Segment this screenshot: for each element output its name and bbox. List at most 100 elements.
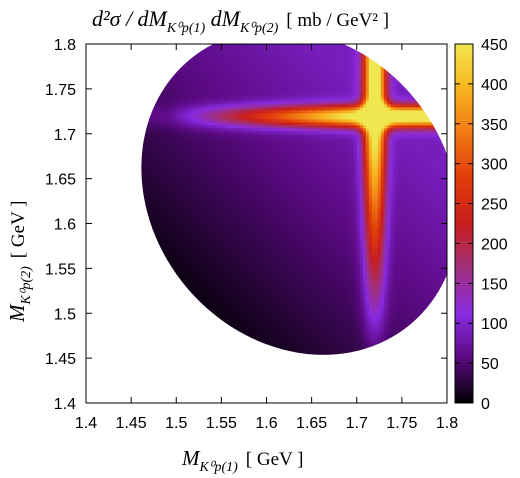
heatmap-cell (176, 199, 180, 204)
heatmap-cell (158, 268, 162, 272)
heatmap-cell (134, 316, 138, 320)
heatmap-cell (206, 58, 210, 63)
heatmap-cell (182, 343, 186, 347)
heatmap-cell (131, 370, 135, 374)
heatmap-cell (194, 250, 198, 255)
heatmap-cell (152, 44, 156, 48)
heatmap-cell (158, 202, 162, 207)
heatmap-cell (152, 94, 156, 99)
heatmap-cell (128, 139, 132, 144)
heatmap-cell (107, 46, 111, 51)
heatmap-cell (182, 160, 186, 165)
heatmap-cell (92, 382, 96, 386)
heatmap-cell (128, 352, 132, 356)
heatmap-cell (95, 316, 99, 320)
heatmap-cell (203, 373, 207, 377)
heatmap-cell (158, 301, 162, 305)
heatmap-cell (122, 193, 126, 198)
heatmap-cell (152, 388, 156, 392)
heatmap-cell (155, 103, 159, 108)
heatmap-cell (143, 133, 147, 138)
heatmap-cell (200, 331, 204, 335)
heatmap-cell (101, 259, 105, 263)
heatmap-cell (209, 286, 213, 290)
heatmap-cell (134, 160, 138, 165)
heatmap-cell (116, 373, 120, 377)
heatmap-cell (128, 58, 132, 63)
heatmap-cell (86, 250, 90, 255)
heatmap-cell (188, 283, 192, 287)
heatmap-cell (206, 361, 210, 365)
heatmap-cell (167, 145, 171, 150)
heatmap-cell (110, 301, 114, 305)
heatmap-cell (119, 337, 123, 341)
heatmap-cell (194, 139, 198, 144)
heatmap-cell (203, 382, 207, 386)
heatmap-cell (182, 247, 186, 252)
heatmap-cell (119, 340, 123, 344)
heatmap-cell (191, 46, 195, 51)
heatmap-cell (95, 73, 99, 78)
heatmap-cell (158, 130, 162, 135)
heatmap-cell (188, 214, 192, 219)
heatmap-cell (176, 334, 180, 338)
heatmap-cell (209, 253, 213, 258)
heatmap-cell (203, 364, 207, 368)
heatmap-cell (116, 88, 120, 93)
heatmap-cell (110, 55, 114, 60)
heatmap-cell (164, 223, 168, 228)
heatmap-cell (143, 91, 147, 96)
heatmap-cell (179, 226, 183, 231)
heatmap-cell (104, 352, 108, 356)
heatmap-cell (110, 262, 114, 266)
heatmap-cell (200, 112, 204, 117)
heatmap-cell (188, 109, 192, 114)
heatmap-cell (128, 337, 132, 341)
heatmap-cell (131, 85, 135, 90)
heatmap-cell (95, 82, 99, 87)
heatmap-cell (107, 238, 111, 243)
heatmap-cell (125, 325, 129, 329)
heatmap-cell (113, 109, 117, 114)
heatmap-cell (146, 112, 150, 117)
heatmap-cell (182, 385, 186, 389)
heatmap-cell (107, 343, 111, 347)
heatmap-cell (149, 91, 153, 96)
heatmap-cell (158, 199, 162, 204)
heatmap-cell (131, 127, 135, 132)
heatmap-cell (137, 247, 141, 252)
heatmap-cell (167, 238, 171, 243)
heatmap-cell (197, 307, 201, 311)
heatmap-cell (137, 379, 141, 383)
heatmap-cell (149, 346, 153, 350)
heatmap-cell (98, 187, 102, 192)
heatmap-cell (161, 190, 165, 195)
heatmap-cell (206, 73, 210, 78)
heatmap-cell (116, 223, 120, 228)
heatmap-cell (200, 391, 204, 395)
heatmap-cell (203, 235, 207, 240)
heatmap-cell (170, 229, 174, 234)
heatmap-cell (128, 292, 132, 296)
heatmap-cell (155, 178, 159, 183)
heatmap-cell (101, 304, 105, 308)
heatmap-cell (197, 154, 201, 159)
heatmap-cell (98, 361, 102, 365)
heatmap-cell (86, 247, 90, 252)
heatmap-cell (113, 196, 117, 201)
heatmap-cell (143, 151, 147, 156)
heatmap-cell (176, 256, 180, 260)
heatmap-cell (113, 259, 117, 263)
heatmap-cell (86, 319, 90, 323)
heatmap-cell (107, 331, 111, 335)
heatmap-cell (98, 280, 102, 284)
heatmap-cell (119, 346, 123, 350)
heatmap-cell (146, 349, 150, 353)
heatmap-cell (188, 238, 192, 243)
heatmap-cell (101, 343, 105, 347)
heatmap-cell (98, 367, 102, 371)
heatmap-cell (191, 166, 195, 171)
heatmap-cell (191, 160, 195, 165)
heatmap-cell (119, 343, 123, 347)
heatmap-cell (176, 391, 180, 395)
